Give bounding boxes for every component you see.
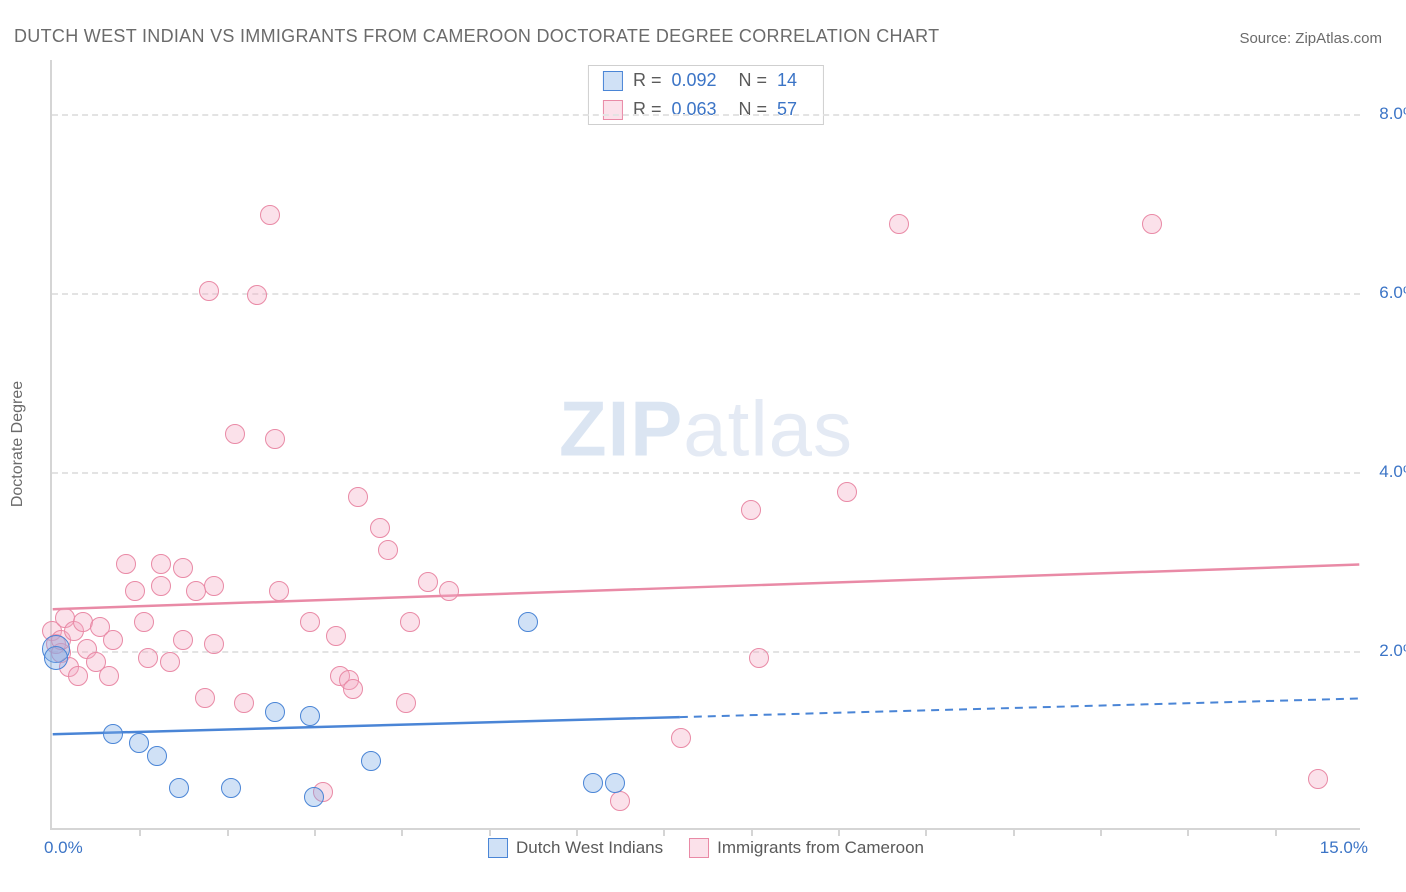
data-point-blue (361, 751, 381, 771)
data-point-pink (749, 648, 769, 668)
data-point-pink (234, 693, 254, 713)
gridline (52, 472, 1360, 474)
data-point-pink (204, 576, 224, 596)
x-minor-tick (314, 828, 316, 836)
data-point-pink (151, 576, 171, 596)
x-minor-tick (401, 828, 403, 836)
data-point-pink (204, 634, 224, 654)
data-point-pink (151, 554, 171, 574)
data-point-pink (265, 429, 285, 449)
trend-lines-layer (52, 60, 1360, 828)
gridline (52, 114, 1360, 116)
data-point-blue (44, 646, 68, 670)
data-point-pink (99, 666, 119, 686)
y-tick-label: 6.0% (1379, 283, 1406, 303)
data-point-pink (837, 482, 857, 502)
swatch-blue-icon (488, 838, 508, 858)
data-point-pink (348, 487, 368, 507)
data-point-pink (300, 612, 320, 632)
legend-item-pink: Immigrants from Cameroon (689, 838, 924, 858)
y-tick-label: 2.0% (1379, 641, 1406, 661)
swatch-blue-icon (603, 71, 623, 91)
x-minor-tick (925, 828, 927, 836)
data-point-pink (116, 554, 136, 574)
x-minor-tick (227, 828, 229, 836)
data-point-blue (518, 612, 538, 632)
data-point-pink (610, 791, 630, 811)
data-point-pink (1142, 214, 1162, 234)
y-tick-label: 8.0% (1379, 104, 1406, 124)
source-attribution: Source: ZipAtlas.com (1239, 30, 1382, 47)
correlation-legend: R = 0.092 N = 14 R = 0.063 N = 57 (588, 65, 824, 125)
data-point-blue (304, 787, 324, 807)
legend-row-blue: R = 0.092 N = 14 (589, 66, 823, 95)
swatch-pink-icon (603, 100, 623, 120)
data-point-pink (741, 500, 761, 520)
y-axis-title: Doctorate Degree (9, 381, 27, 507)
data-point-pink (103, 630, 123, 650)
data-point-blue (265, 702, 285, 722)
data-point-pink (173, 630, 193, 650)
data-point-pink (439, 581, 459, 601)
data-point-blue (300, 706, 320, 726)
data-point-pink (396, 693, 416, 713)
data-point-pink (326, 626, 346, 646)
y-tick-label: 4.0% (1379, 462, 1406, 482)
data-point-blue (583, 773, 603, 793)
x-minor-tick (1275, 828, 1277, 836)
x-minor-tick (576, 828, 578, 836)
data-point-blue (147, 746, 167, 766)
data-point-pink (1308, 769, 1328, 789)
data-point-pink (671, 728, 691, 748)
x-minor-tick (1013, 828, 1015, 836)
data-point-blue (129, 733, 149, 753)
x-minor-tick (1187, 828, 1189, 836)
legend-row-pink: R = 0.063 N = 57 (589, 95, 823, 124)
data-point-pink (134, 612, 154, 632)
data-point-pink (199, 281, 219, 301)
data-point-pink (400, 612, 420, 632)
gridline (52, 651, 1360, 653)
data-point-blue (605, 773, 625, 793)
legend-label-pink: Immigrants from Cameroon (717, 838, 924, 858)
data-point-pink (173, 558, 193, 578)
legend-label-blue: Dutch West Indians (516, 838, 663, 858)
data-point-blue (221, 778, 241, 798)
data-point-pink (125, 581, 145, 601)
data-point-pink (247, 285, 267, 305)
x-minor-tick (838, 828, 840, 836)
data-point-pink (160, 652, 180, 672)
swatch-pink-icon (689, 838, 709, 858)
data-point-pink (378, 540, 398, 560)
watermark: ZIPatlas (559, 383, 853, 474)
data-point-pink (418, 572, 438, 592)
x-minor-tick (751, 828, 753, 836)
data-point-pink (68, 666, 88, 686)
data-point-pink (138, 648, 158, 668)
chart-title: DUTCH WEST INDIAN VS IMMIGRANTS FROM CAM… (14, 26, 939, 47)
data-point-blue (169, 778, 189, 798)
legend-item-blue: Dutch West Indians (488, 838, 663, 858)
x-minor-tick (663, 828, 665, 836)
plot-area: ZIPatlas Doctorate Degree 0.0% 15.0% R =… (50, 60, 1360, 830)
data-point-pink (343, 679, 363, 699)
data-point-pink (370, 518, 390, 538)
x-axis-min-label: 0.0% (44, 838, 83, 858)
x-minor-tick (489, 828, 491, 836)
data-point-pink (260, 205, 280, 225)
data-point-pink (195, 688, 215, 708)
series-legend: Dutch West Indians Immigrants from Camer… (488, 838, 924, 858)
data-point-blue (103, 724, 123, 744)
data-point-pink (269, 581, 289, 601)
data-point-pink (889, 214, 909, 234)
chart-container: DUTCH WEST INDIAN VS IMMIGRANTS FROM CAM… (0, 0, 1406, 892)
x-minor-tick (1100, 828, 1102, 836)
x-minor-tick (139, 828, 141, 836)
data-point-pink (225, 424, 245, 444)
x-axis-max-label: 15.0% (1320, 838, 1368, 858)
